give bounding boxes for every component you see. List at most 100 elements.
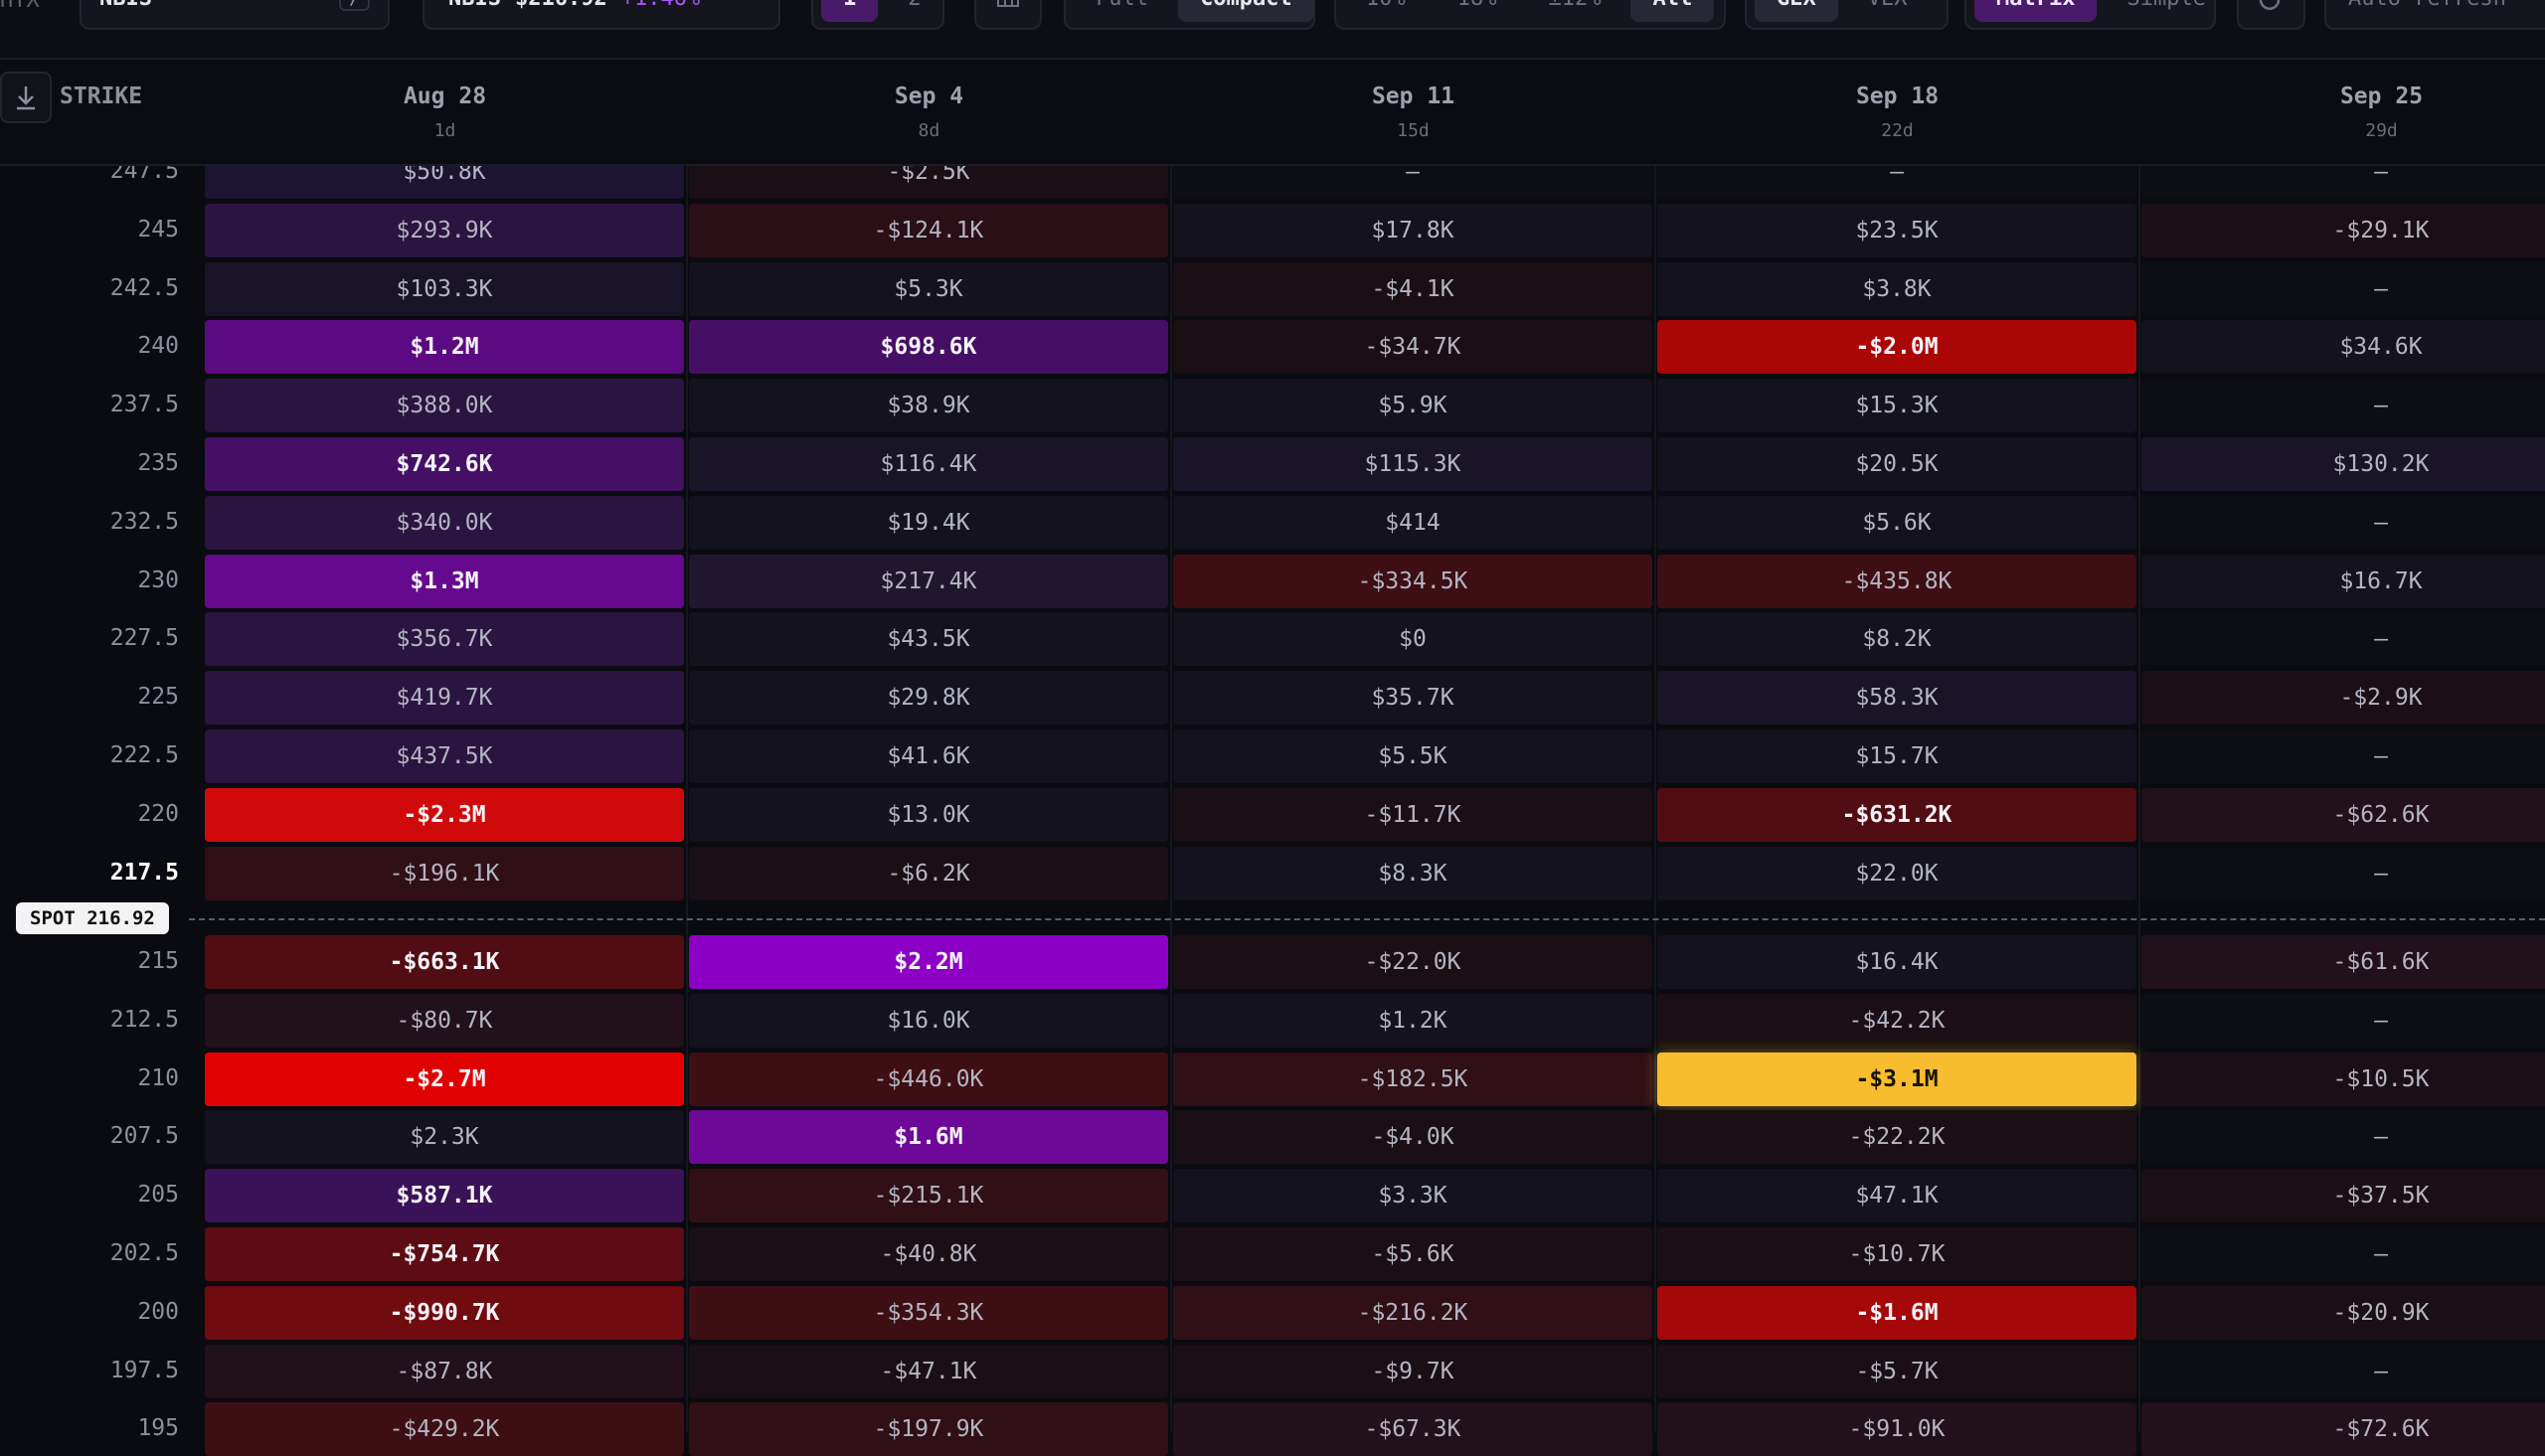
gex-cell: $5.5K xyxy=(1173,729,1652,783)
ranges-option[interactable]: 10% xyxy=(1344,0,1428,22)
gex-cell: $414 xyxy=(1173,495,1652,550)
gex-cell: -$446.0K xyxy=(689,1052,1168,1106)
gex-cell: -$631.2K xyxy=(1657,787,2136,842)
gex-cell: — xyxy=(2141,495,2545,550)
view_modes-option[interactable]: Full xyxy=(1074,0,1170,22)
gex-cell: $23.5K xyxy=(1657,203,2136,257)
gex-cell: $698.6K xyxy=(689,320,1168,375)
strike-label: 207.5 xyxy=(109,1123,179,1150)
matrix-header: STRIKE Aug 28 1d Sep 4 8d Sep 11 15d Sep 18 22d… xyxy=(0,60,2545,166)
gex-cell: — xyxy=(2141,612,2545,667)
greeks-group: GEX VEX xyxy=(1745,0,1949,30)
gex-cell: $116.4K xyxy=(689,437,1168,491)
expiry-date: Sep 4 xyxy=(894,83,964,109)
gex-cell: $388.0K xyxy=(205,379,684,433)
ranges-option[interactable]: ±12% xyxy=(1527,0,1623,22)
expiry-date: Sep 25 xyxy=(2339,83,2424,109)
gex-cell: $15.7K xyxy=(1657,729,2136,783)
strike-label: 245 xyxy=(137,216,179,243)
gex-cell: -$37.5K xyxy=(2141,1169,2545,1223)
download-button[interactable] xyxy=(0,72,52,123)
toolbar: HTX NBIS / NBIS $216.92 +1.46% 12 Full Compact 10… xyxy=(0,0,2545,60)
expiry-dte: 29d xyxy=(2365,120,2398,141)
gex-cell: $20.5K xyxy=(1657,437,2136,491)
gex-cell: — xyxy=(2141,1227,2545,1281)
gex-cell: $34.6K xyxy=(2141,320,2545,375)
strike-label: 197.5 xyxy=(109,1357,179,1383)
layouts-option[interactable]: Simple xyxy=(2105,0,2214,22)
gex-cell: — xyxy=(2141,993,2545,1048)
layouts-option[interactable]: Matrix xyxy=(1974,0,2098,22)
gex-cell: $41.6K xyxy=(689,729,1168,783)
gex-cell: -$10.7K xyxy=(1657,1227,2136,1281)
gex-cell: $2.3K xyxy=(205,1110,684,1165)
gex-cell: -$47.1K xyxy=(689,1344,1168,1398)
ranges-option[interactable]: All xyxy=(1630,0,1715,22)
gex-cell: -$62.6K xyxy=(2141,787,2545,842)
gex-cell: $437.5K xyxy=(205,729,684,783)
gex-cell: — xyxy=(2141,846,2545,900)
gex-cell: $340.0K xyxy=(205,495,684,550)
expiry-date: Sep 18 xyxy=(1855,83,1940,109)
gex-cell: -$20.9K xyxy=(2141,1285,2545,1340)
gex-cell: $15.3K xyxy=(1657,379,2136,433)
gex-cell: -$1.6M xyxy=(1657,1285,2136,1340)
strike-label: 222.5 xyxy=(109,742,179,768)
gex-cell: -$197.9K xyxy=(689,1402,1168,1456)
greeks-option[interactable]: GEX xyxy=(1755,0,1838,22)
pages-group: 12 xyxy=(811,0,944,30)
gex-cell: -$216.2K xyxy=(1173,1285,1652,1340)
strike-label: 237.5 xyxy=(109,392,179,418)
strike-label: 225 xyxy=(137,684,179,711)
layouts-group: Matrix Simple xyxy=(1964,0,2216,30)
ranges-option[interactable]: 18% xyxy=(1436,0,1519,22)
search-box[interactable]: NBIS / xyxy=(80,0,390,30)
expiry-dte: 1d xyxy=(433,120,456,141)
strike-label: 212.5 xyxy=(109,1006,179,1033)
gex-cell: -$2.7M xyxy=(205,1052,684,1106)
gex-cell: $115.3K xyxy=(1173,437,1652,491)
exchange-label: HTX xyxy=(0,0,40,13)
expiry-dte: 22d xyxy=(1881,120,1914,141)
gex-cell: $19.4K xyxy=(689,495,1168,550)
gex-cell: $47.1K xyxy=(1657,1169,2136,1223)
gex-cell: -$22.0K xyxy=(1173,935,1652,989)
gex-cell: $5.3K xyxy=(689,261,1168,316)
ticker-box: NBIS $216.92 +1.46% xyxy=(423,0,780,30)
gex-cell: -$61.6K xyxy=(2141,935,2545,989)
pages-option[interactable]: 1 xyxy=(821,0,879,22)
gex-cell: $29.8K xyxy=(689,671,1168,726)
spot-line xyxy=(189,918,2545,920)
gex-cell: -$663.1K xyxy=(205,935,684,989)
strike-label: 242.5 xyxy=(109,274,179,301)
gex-cell: $0 xyxy=(1173,612,1652,667)
gex-cell: $8.3K xyxy=(1173,846,1652,900)
strike-label: 200 xyxy=(137,1298,179,1325)
auto-refresh-button[interactable]: Auto refresh xyxy=(2324,0,2545,30)
gex-cell: -$429.2K xyxy=(205,1402,684,1456)
gex-cell: $1.2K xyxy=(1173,993,1652,1048)
gex-cell: $13.0K xyxy=(689,787,1168,842)
gex-cell: -$11.7K xyxy=(1173,787,1652,842)
gex-cell: -$72.6K xyxy=(2141,1402,2545,1456)
gex-cell: -$9.7K xyxy=(1173,1344,1652,1398)
view_modes-option[interactable]: Compact xyxy=(1177,0,1313,22)
pages-option[interactable]: 2 xyxy=(886,0,942,22)
gex-cell: -$80.7K xyxy=(205,993,684,1048)
gex-cell: -$4.0K xyxy=(1173,1110,1652,1165)
refresh-button[interactable] xyxy=(2237,0,2305,30)
chart-button[interactable] xyxy=(974,0,1042,30)
column-divider xyxy=(2138,60,2140,1431)
expiry-dte: 15d xyxy=(1397,120,1430,141)
column-divider xyxy=(1654,60,1656,1431)
gex-cell: -$124.1K xyxy=(689,203,1168,257)
column-divider xyxy=(686,60,688,1431)
greeks-option[interactable]: VEX xyxy=(1846,0,1930,22)
gex-cell: — xyxy=(2141,261,2545,316)
gex-cell: $1.2M xyxy=(205,320,684,375)
gex-cell: — xyxy=(2141,379,2545,433)
strike-label: 195 xyxy=(137,1415,179,1442)
gex-cell: -$3.1M xyxy=(1657,1052,2136,1106)
chart-icon xyxy=(997,0,1019,7)
